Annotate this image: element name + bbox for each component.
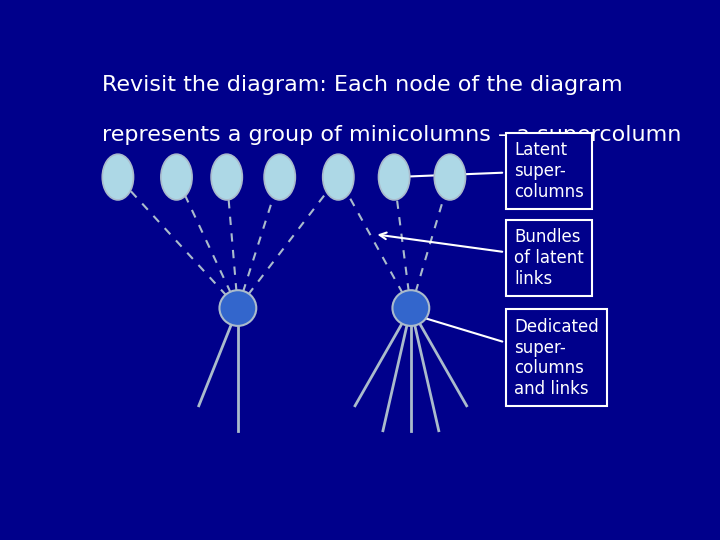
Ellipse shape: [379, 154, 410, 200]
Text: Revisit the diagram: Each node of the diagram: Revisit the diagram: Each node of the di…: [102, 75, 623, 95]
Ellipse shape: [211, 154, 243, 200]
Ellipse shape: [161, 154, 192, 200]
Ellipse shape: [264, 154, 295, 200]
Text: Dedicated
super-
columns
and links: Dedicated super- columns and links: [410, 313, 599, 398]
Ellipse shape: [102, 154, 133, 200]
Text: represents a group of minicolumns – a supercolumn: represents a group of minicolumns – a su…: [102, 125, 682, 145]
Ellipse shape: [434, 154, 466, 200]
Ellipse shape: [323, 154, 354, 200]
Ellipse shape: [220, 290, 256, 326]
Text: Bundles
of latent
links: Bundles of latent links: [379, 228, 584, 288]
Ellipse shape: [392, 290, 429, 326]
Text: Latent
super-
columns: Latent super- columns: [399, 141, 584, 201]
